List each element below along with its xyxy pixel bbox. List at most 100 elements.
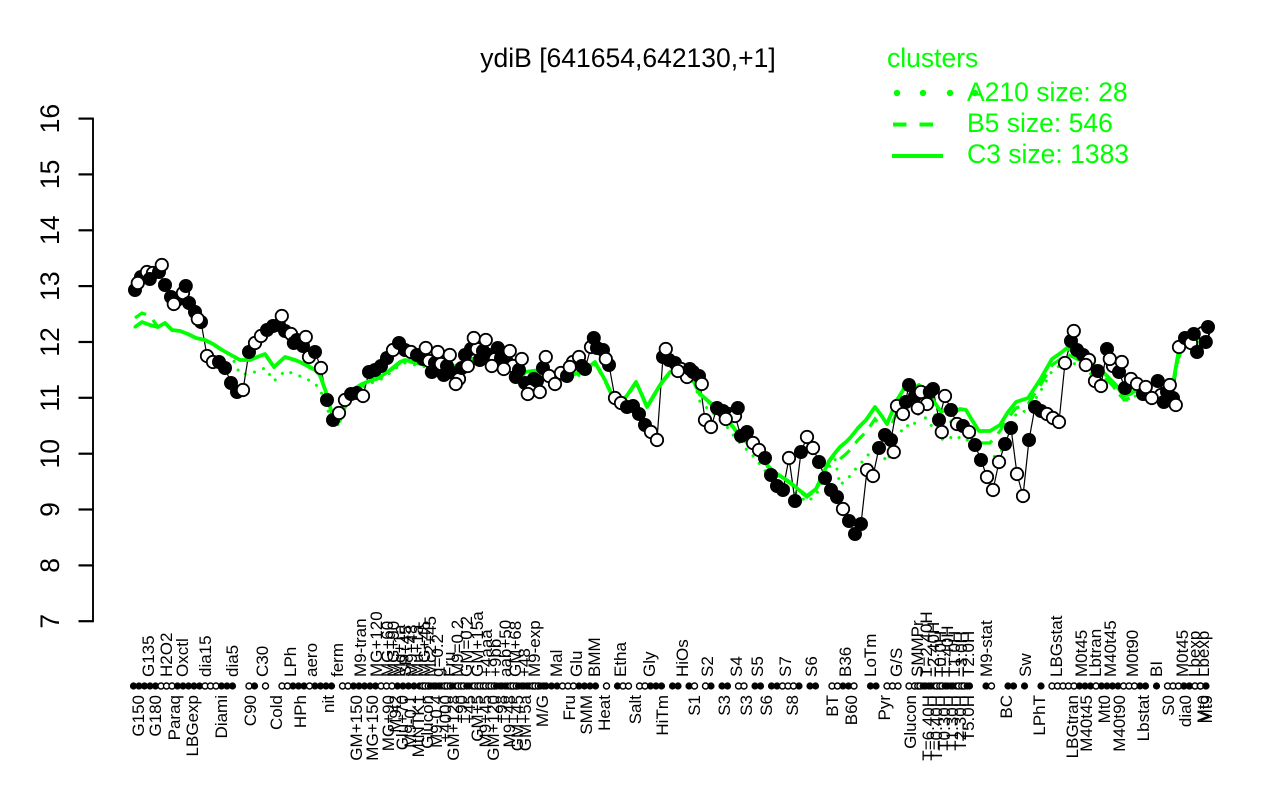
svg-text:T1.30H: T1.30H	[943, 695, 962, 751]
svg-text:LoTm: LoTm	[861, 634, 880, 677]
svg-text:+9bb: +9bb	[486, 639, 505, 677]
svg-text:Lbtran: Lbtran	[1086, 629, 1105, 677]
svg-text:GM+45: GM+45	[508, 695, 527, 751]
svg-text:10: 10	[35, 439, 65, 468]
svg-text:T2.30H: T2.30H	[951, 695, 970, 751]
svg-text:Glucon: Glucon	[901, 695, 920, 749]
svg-text:G150: G150	[129, 695, 148, 737]
svg-text:C90: C90	[241, 695, 260, 726]
svg-text:T=40H: T=40H	[938, 626, 957, 678]
svg-text:BMM: BMM	[585, 637, 604, 677]
svg-text:ferm: ferm	[328, 643, 347, 677]
svg-text:+48: +48	[515, 648, 534, 677]
svg-text:Mt0: Mt0	[1194, 695, 1213, 723]
svg-text:H2O2: H2O2	[157, 633, 176, 677]
svg-text:g=0.2: g=0.2	[428, 634, 447, 677]
svg-text:S3: S3	[715, 695, 734, 716]
svg-text:A210 size: 28: A210 size: 28	[967, 77, 1128, 107]
svg-text:+45: +45	[460, 695, 479, 724]
svg-text:B5 size: 546: B5 size: 546	[967, 108, 1113, 138]
svg-text:T0.30H: T0.30H	[935, 695, 954, 751]
svg-text:GM=0.2: GM=0.2	[457, 616, 476, 677]
svg-text:16: 16	[35, 104, 65, 133]
svg-text:C3 size: 1383: C3 size: 1383	[967, 139, 1129, 169]
svg-text:T0.0H: T0.0H	[931, 631, 950, 677]
svg-text:SMM: SMM	[577, 695, 596, 735]
svg-text:dia15: dia15	[196, 635, 215, 677]
svg-text:S7: S7	[776, 656, 795, 677]
svg-text:M9-0.4: M9-0.4	[427, 695, 446, 748]
svg-text:S6: S6	[757, 695, 776, 716]
svg-text:M9+48: M9+48	[500, 695, 519, 747]
svg-text:S8: S8	[783, 695, 802, 716]
svg-text:aero: aero	[302, 643, 321, 677]
svg-text:MG+60: MG+60	[378, 621, 397, 677]
svg-text:7: 7	[35, 614, 65, 629]
svg-text:M0t90: M0t90	[1123, 630, 1142, 677]
svg-text:G180: G180	[146, 695, 165, 737]
svg-text:Diami: Diami	[212, 695, 231, 738]
svg-text:MG+90: MG+90	[379, 695, 398, 751]
svg-text:GM+150: GM+150	[347, 695, 366, 761]
svg-text:T1.0H: T1.0H	[945, 631, 964, 677]
svg-text:MG+120: MG+120	[367, 611, 386, 677]
svg-text:GM+120: GM+120	[484, 695, 503, 761]
svg-text:Glu: Glu	[567, 651, 586, 677]
svg-text:13: 13	[35, 271, 65, 300]
svg-text:BT: BT	[823, 695, 842, 717]
svg-text:BC: BC	[997, 695, 1016, 719]
svg-text:MG+45: MG+45	[415, 621, 434, 677]
svg-text:T2.0H: T2.0H	[959, 631, 978, 677]
svg-text:LPhT: LPhT	[1030, 695, 1049, 736]
svg-text:9: 9	[35, 502, 65, 517]
svg-text:Lbstat: Lbstat	[1134, 695, 1153, 742]
svg-text:M9-0.1: M9-0.1	[401, 695, 420, 748]
svg-text:S6: S6	[802, 656, 821, 677]
svg-text:14: 14	[35, 216, 65, 245]
svg-text:Lbexp: Lbexp	[1185, 631, 1204, 677]
svg-text:S1: S1	[685, 695, 704, 716]
svg-text:Gly: Gly	[640, 651, 659, 677]
svg-text:SP+45: SP+45	[396, 625, 415, 677]
svg-text:M40t45: M40t45	[1077, 695, 1096, 752]
svg-text:Mg+1a: Mg+1a	[390, 624, 409, 677]
svg-text:11: 11	[35, 384, 65, 412]
svg-text:M9-stat: M9-stat	[977, 620, 996, 677]
svg-text:=2.40H: =2.40H	[924, 622, 943, 677]
svg-text:M9+45: M9+45	[476, 695, 495, 747]
svg-text:+90: +90	[452, 695, 471, 724]
svg-text:M9-exp: M9-exp	[525, 620, 544, 677]
svg-text:Heat: Heat	[595, 695, 614, 731]
svg-text:LBGexp: LBGexp	[183, 695, 202, 756]
svg-text:Mc2+45: Mc2+45	[421, 616, 440, 677]
svg-text:Oxctl: Oxctl	[173, 638, 192, 677]
svg-text:BI: BI	[1147, 661, 1166, 677]
svg-text:M0t45: M0t45	[1173, 630, 1192, 677]
svg-text:T=6.40H: T=6.40H	[919, 695, 938, 761]
svg-text:MG+90: MG+90	[384, 621, 403, 677]
svg-text:S5: S5	[748, 656, 767, 677]
svg-text:Mt9: Mt9	[1197, 695, 1216, 723]
svg-text:M0t45: M0t45	[1072, 630, 1091, 677]
svg-text:T=0.40H: T=0.40H	[927, 695, 946, 761]
svg-text:C30: C30	[253, 646, 272, 677]
svg-text:LBGtran: LBGtran	[1063, 695, 1082, 758]
svg-text:SMMPr: SMMPr	[908, 620, 927, 677]
svg-text:S3: S3	[737, 695, 756, 716]
svg-text:HiOs: HiOs	[673, 639, 692, 677]
svg-text:dia0: dia0	[1176, 695, 1195, 727]
svg-text:12: 12	[35, 327, 65, 356]
svg-text:clusters: clusters	[887, 43, 978, 73]
svg-text:GM+5: GM+5	[468, 695, 487, 742]
svg-text:B60: B60	[842, 695, 861, 725]
svg-text:Mu+1a: Mu+1a	[408, 624, 427, 677]
svg-text:nit: nit	[319, 695, 338, 713]
svg-text:Mal: Mal	[547, 650, 566, 677]
svg-text:Cold: Cold	[267, 695, 286, 730]
svg-text:8: 8	[35, 558, 65, 573]
svg-text:G/S: G/S	[887, 648, 906, 677]
svg-text:=3.0H: =3.0H	[952, 631, 971, 677]
svg-text:Glu+70: Glu+70	[393, 695, 412, 750]
svg-text:HiTm: HiTm	[653, 695, 672, 736]
svg-text:GM+5a: GM+5a	[516, 694, 535, 751]
